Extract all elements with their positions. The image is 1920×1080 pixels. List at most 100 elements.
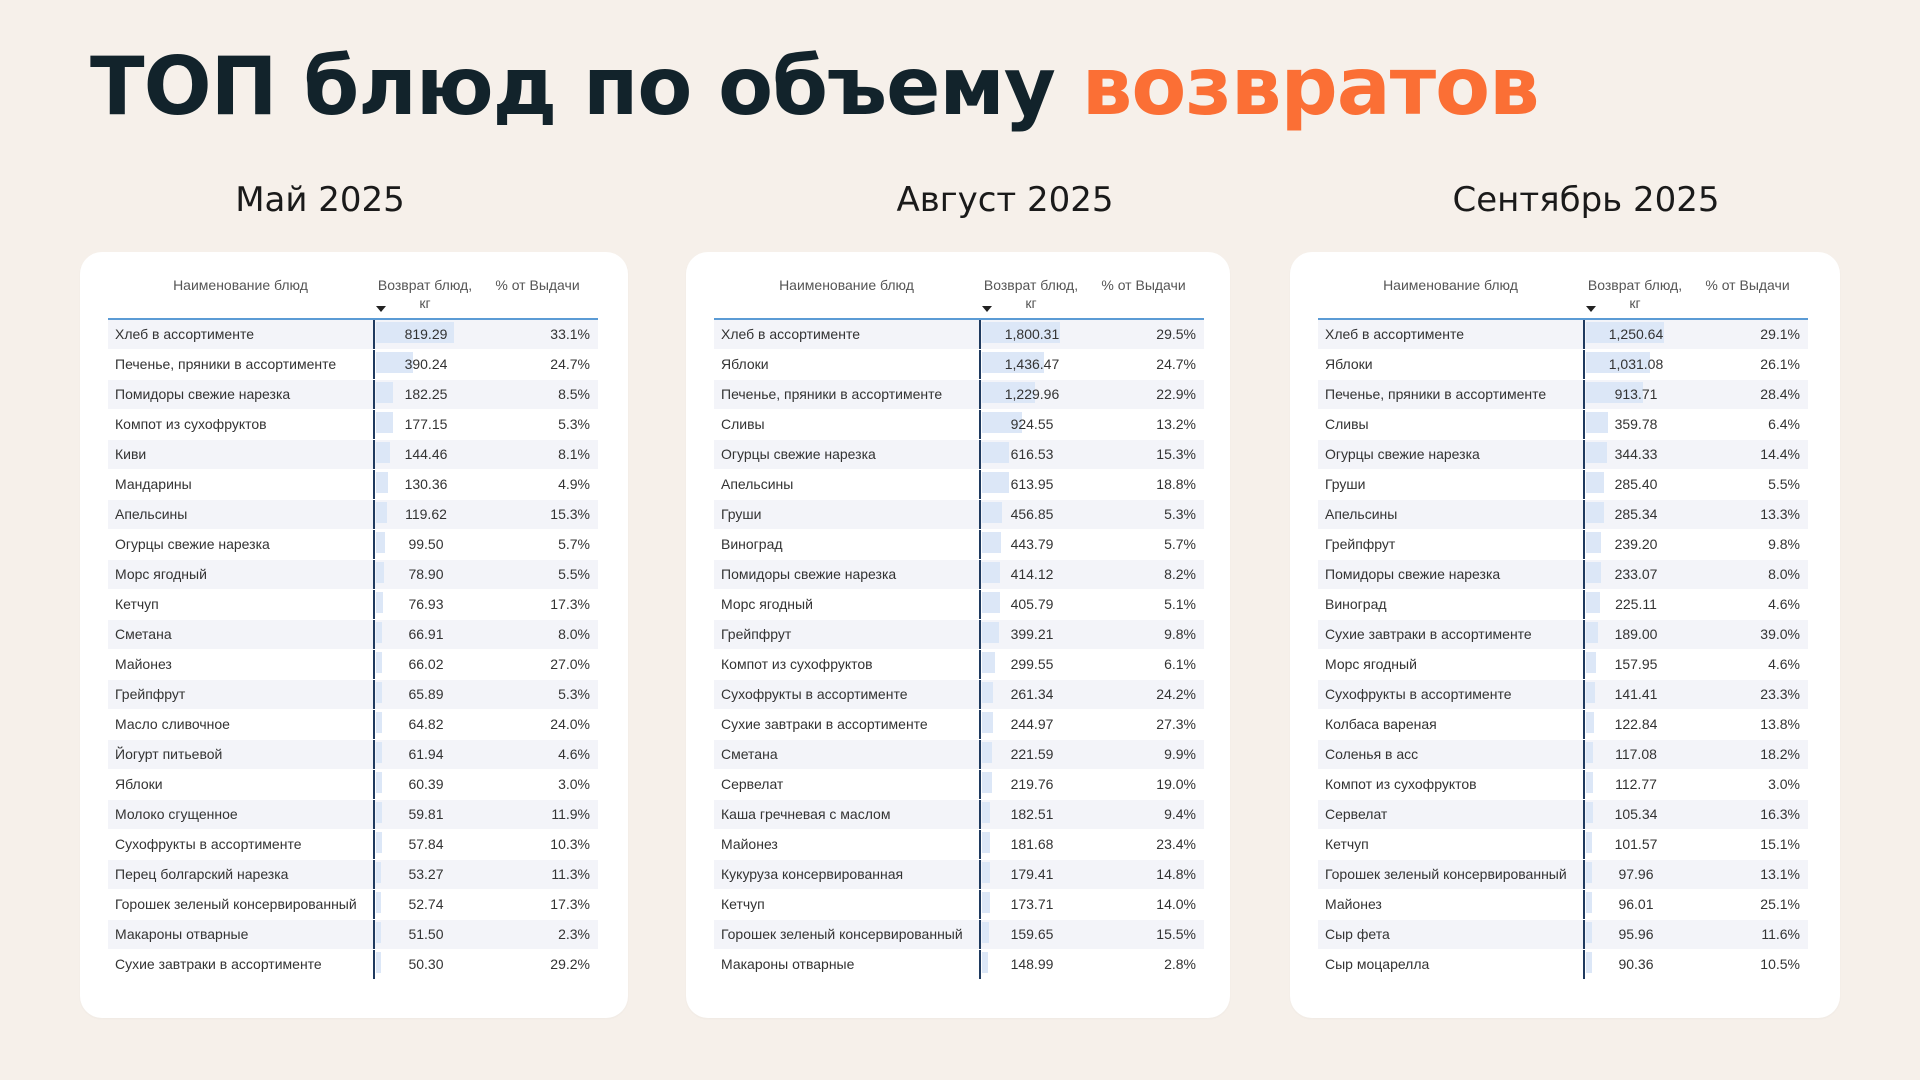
- table-row[interactable]: Огурцы свежие нарезка 99.50 5.7%: [108, 530, 598, 560]
- sort-desc-icon[interactable]: [376, 306, 386, 312]
- dish-name: Грейпфрут: [721, 626, 792, 642]
- table-row[interactable]: Огурцы свежие нарезка 616.53 15.3%: [714, 440, 1204, 470]
- table-row[interactable]: Майонез 96.01 25.1%: [1318, 890, 1808, 920]
- percent-value: 23.4%: [1156, 836, 1196, 852]
- column-header-name[interactable]: Наименование блюд: [173, 277, 308, 293]
- table-row[interactable]: Перец болгарский нарезка 53.27 11.3%: [108, 860, 598, 890]
- percent-value: 5.7%: [558, 536, 590, 552]
- table-row[interactable]: Горошек зеленый консервированный 159.65 15…: [714, 920, 1204, 950]
- dish-name: Виноград: [1325, 596, 1387, 612]
- table-body: Хлеб в ассортименте 819.29 33.1% Печенье, п…: [108, 320, 598, 980]
- return-value: 913.71: [1614, 386, 1658, 402]
- returns-table[interactable]: Наименование блюд Возврат блюд, кг % от Вы…: [714, 270, 1204, 992]
- table-row[interactable]: Макароны отварные 51.50 2.3%: [108, 920, 598, 950]
- table-row[interactable]: Печенье, пряники в ассортименте 913.71 28.…: [1318, 380, 1808, 410]
- table-row[interactable]: Кетчуп 173.71 14.0%: [714, 890, 1204, 920]
- table-row[interactable]: Соленья в асс 117.08 18.2%: [1318, 740, 1808, 770]
- table-row[interactable]: Сухофрукты в ассортименте 261.34 24.2%: [714, 680, 1204, 710]
- percent-value: 22.9%: [1156, 386, 1196, 402]
- table-row[interactable]: Компот из сухофруктов 112.77 3.0%: [1318, 770, 1808, 800]
- table-row[interactable]: Сыр фета 95.96 11.6%: [1318, 920, 1808, 950]
- table-row[interactable]: Грейпфрут 399.21 9.8%: [714, 620, 1204, 650]
- table-row[interactable]: Сметана 221.59 9.9%: [714, 740, 1204, 770]
- column-header-percent[interactable]: % от Выдачи: [1101, 277, 1186, 293]
- dish-name: Сухие завтраки в ассортименте: [721, 716, 928, 732]
- table-row[interactable]: Апельсины 285.34 13.3%: [1318, 500, 1808, 530]
- table-row[interactable]: Сливы 359.78 6.4%: [1318, 410, 1808, 440]
- dish-name: Печенье, пряники в ассортименте: [721, 386, 943, 402]
- table-row[interactable]: Сухие завтраки в ассортименте 50.30 29.2%: [108, 950, 598, 980]
- table-row[interactable]: Сухие завтраки в ассортименте 244.97 27.3%: [714, 710, 1204, 740]
- data-bar: [376, 862, 381, 883]
- table-row[interactable]: Печенье, пряники в ассортименте 1,229.96 2…: [714, 380, 1204, 410]
- table-row[interactable]: Морс ягодный 405.79 5.1%: [714, 590, 1204, 620]
- column-header-percent[interactable]: % от Выдачи: [1705, 277, 1790, 293]
- return-value-cell: 299.55: [979, 650, 1083, 679]
- table-row[interactable]: Каша гречневая с маслом 182.51 9.4%: [714, 800, 1204, 830]
- table-row[interactable]: Кукуруза консервированная 179.41 14.8%: [714, 860, 1204, 890]
- table-row[interactable]: Апельсины 119.62 15.3%: [108, 500, 598, 530]
- table-row[interactable]: Апельсины 613.95 18.8%: [714, 470, 1204, 500]
- table-row[interactable]: Йогурт питьевой 61.94 4.6%: [108, 740, 598, 770]
- table-row[interactable]: Киви 144.46 8.1%: [108, 440, 598, 470]
- table-row[interactable]: Помидоры свежие нарезка 233.07 8.0%: [1318, 560, 1808, 590]
- table-row[interactable]: Майонез 66.02 27.0%: [108, 650, 598, 680]
- table-row[interactable]: Хлеб в ассортименте 1,800.31 29.5%: [714, 320, 1204, 350]
- table-row[interactable]: Горошек зеленый консервированный 52.74 17.…: [108, 890, 598, 920]
- table-row[interactable]: Масло сливочное 64.82 24.0%: [108, 710, 598, 740]
- sort-desc-icon[interactable]: [1586, 306, 1596, 312]
- table-row[interactable]: Огурцы свежие нарезка 344.33 14.4%: [1318, 440, 1808, 470]
- table-row[interactable]: Компот из сухофруктов 299.55 6.1%: [714, 650, 1204, 680]
- table-row[interactable]: Помидоры свежие нарезка 414.12 8.2%: [714, 560, 1204, 590]
- table-row[interactable]: Сухие завтраки в ассортименте 189.00 39.0%: [1318, 620, 1808, 650]
- table-row[interactable]: Кетчуп 76.93 17.3%: [108, 590, 598, 620]
- table-row[interactable]: Сухофрукты в ассортименте 57.84 10.3%: [108, 830, 598, 860]
- table-row[interactable]: Сыр моцарелла 90.36 10.5%: [1318, 950, 1808, 980]
- table-row[interactable]: Виноград 225.11 4.6%: [1318, 590, 1808, 620]
- table-row[interactable]: Груши 285.40 5.5%: [1318, 470, 1808, 500]
- table-row[interactable]: Сметана 66.91 8.0%: [108, 620, 598, 650]
- column-header-value[interactable]: Возврат блюд, кг: [1587, 277, 1683, 311]
- dish-name: Груши: [1325, 476, 1366, 492]
- table-row[interactable]: Майонез 181.68 23.4%: [714, 830, 1204, 860]
- percent-value: 5.7%: [1164, 536, 1196, 552]
- sort-desc-icon[interactable]: [982, 306, 992, 312]
- table-row[interactable]: Горошек зеленый консервированный 97.96 13.…: [1318, 860, 1808, 890]
- table-row[interactable]: Молоко сгущенное 59.81 11.9%: [108, 800, 598, 830]
- column-header-name[interactable]: Наименование блюд: [1383, 277, 1518, 293]
- table-row[interactable]: Макароны отварные 148.99 2.8%: [714, 950, 1204, 980]
- returns-table[interactable]: Наименование блюд Возврат блюд, кг % от Вы…: [1318, 270, 1808, 992]
- table-row[interactable]: Грейпфрут 65.89 5.3%: [108, 680, 598, 710]
- table-row[interactable]: Помидоры свежие нарезка 182.25 8.5%: [108, 380, 598, 410]
- table-row[interactable]: Кетчуп 101.57 15.1%: [1318, 830, 1808, 860]
- table-row[interactable]: Грейпфрут 239.20 9.8%: [1318, 530, 1808, 560]
- table-row[interactable]: Хлеб в ассортименте 819.29 33.1%: [108, 320, 598, 350]
- column-header-percent[interactable]: % от Выдачи: [495, 277, 580, 293]
- table-row[interactable]: Хлеб в ассортименте 1,250.64 29.1%: [1318, 320, 1808, 350]
- table-row[interactable]: Яблоки 60.39 3.0%: [108, 770, 598, 800]
- column-header-name[interactable]: Наименование блюд: [779, 277, 914, 293]
- table-row[interactable]: Виноград 443.79 5.7%: [714, 530, 1204, 560]
- table-row[interactable]: Яблоки 1,031.08 26.1%: [1318, 350, 1808, 380]
- table-row[interactable]: Колбаса вареная 122.84 13.8%: [1318, 710, 1808, 740]
- table-row[interactable]: Груши 456.85 5.3%: [714, 500, 1204, 530]
- dish-name: Сыр фета: [1325, 926, 1390, 942]
- table-row[interactable]: Печенье, пряники в ассортименте 390.24 24.…: [108, 350, 598, 380]
- column-header-value[interactable]: Возврат блюд, кг: [377, 277, 473, 311]
- return-value-cell: 50.30: [373, 950, 477, 979]
- column-header-value[interactable]: Возврат блюд, кг: [983, 277, 1079, 311]
- return-value: 144.46: [404, 446, 448, 462]
- table-row[interactable]: Компот из сухофруктов 177.15 5.3%: [108, 410, 598, 440]
- table-row[interactable]: Сервелат 105.34 16.3%: [1318, 800, 1808, 830]
- table-row[interactable]: Сливы 924.55 13.2%: [714, 410, 1204, 440]
- table-row[interactable]: Сухофрукты в ассортименте 141.41 23.3%: [1318, 680, 1808, 710]
- return-value-cell: 96.01: [1583, 890, 1687, 919]
- table-row[interactable]: Морс ягодный 78.90 5.5%: [108, 560, 598, 590]
- table-row[interactable]: Яблоки 1,436.47 24.7%: [714, 350, 1204, 380]
- percent-value: 5.3%: [558, 686, 590, 702]
- table-row[interactable]: Сервелат 219.76 19.0%: [714, 770, 1204, 800]
- dish-name: Морс ягодный: [1325, 656, 1417, 672]
- table-row[interactable]: Мандарины 130.36 4.9%: [108, 470, 598, 500]
- table-row[interactable]: Морс ягодный 157.95 4.6%: [1318, 650, 1808, 680]
- returns-table[interactable]: Наименование блюд Возврат блюд, кг % от Вы…: [108, 270, 598, 992]
